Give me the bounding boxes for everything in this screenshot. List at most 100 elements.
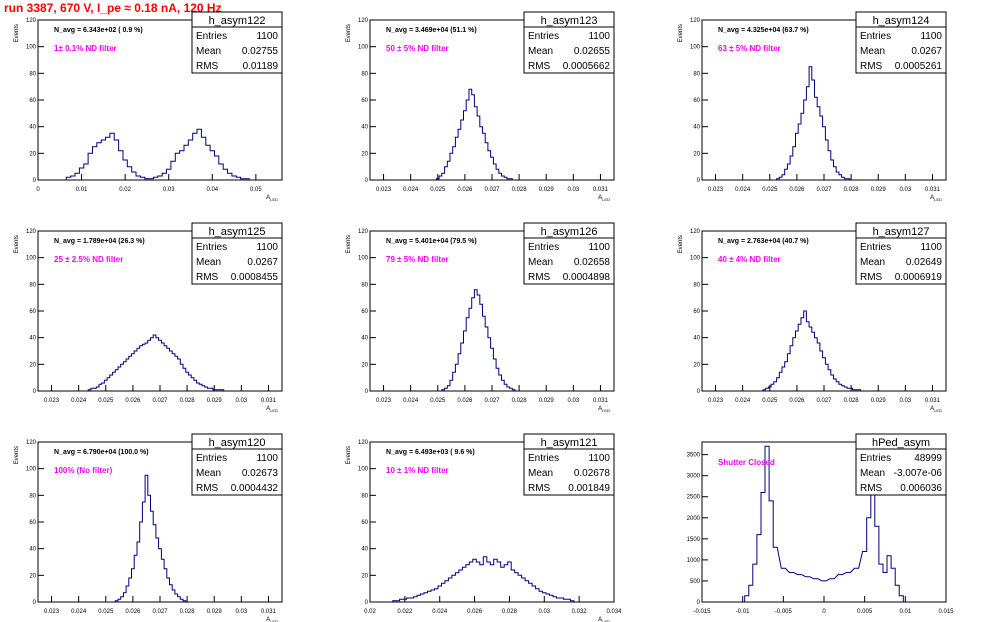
histogram-bin — [806, 577, 810, 602]
histogram-bin — [129, 356, 132, 391]
x-tick-label: 0 — [822, 609, 826, 615]
histogram-bin — [804, 311, 807, 391]
histogram-bin — [472, 298, 475, 391]
histogram-bin — [753, 564, 757, 602]
canvas-title: run 3387, 670 V, I_pe ≈ 0.18 nA, 120 Hz — [4, 1, 222, 15]
x-tick-label: 0.027 — [816, 187, 832, 193]
histogram-bin — [814, 579, 818, 602]
histogram-bin — [480, 565, 483, 602]
y-axis-label: Events — [346, 446, 352, 464]
stats-box — [855, 433, 947, 496]
x-tick-label: 0.015 — [938, 609, 954, 615]
histogram-bin — [773, 547, 777, 602]
y-tick-label: 80 — [361, 493, 368, 499]
y-tick-label: 0 — [697, 600, 701, 606]
stat-value: 0.02658 — [574, 257, 611, 268]
y-tick-label: 80 — [693, 71, 700, 77]
histogram-bin — [550, 595, 553, 602]
histogram-bin — [123, 362, 126, 391]
x-tick-label: 0.025 — [98, 398, 114, 404]
histogram-outline — [87, 334, 225, 391]
x-tick-label: 0.029 — [539, 398, 555, 404]
histogram-bin — [483, 557, 486, 602]
filter-label: 79 ± 5% ND filter — [386, 255, 449, 264]
x-tick-label: 0.028 — [180, 609, 196, 615]
histogram-name: h_asym125 — [209, 226, 266, 238]
x-tick-label: 0.028 — [844, 398, 860, 404]
x-tick-label: 0.03 — [899, 187, 911, 193]
y-axis-label: Events — [346, 235, 352, 253]
histogram-bin — [525, 581, 528, 602]
y-tick-label: 100 — [358, 256, 369, 262]
histogram-bin — [201, 137, 205, 180]
histogram-bin — [188, 140, 192, 180]
stat-value: 0.0008455 — [231, 272, 279, 283]
x-tick-label: 0.031 — [261, 398, 277, 404]
histogram-bin — [863, 551, 867, 602]
histogram-bin — [798, 575, 802, 602]
histogram-bin — [891, 568, 895, 602]
y-tick-label: 500 — [690, 579, 701, 585]
histogram-bin — [798, 324, 801, 391]
x-tick-label: 0.026 — [789, 398, 805, 404]
y-axis-label: Events — [678, 24, 684, 42]
x-tick-label: 0.027 — [152, 398, 168, 404]
stat-label: Entries — [528, 31, 559, 42]
y-tick-label: 0 — [365, 178, 369, 184]
histogram-name: h_asym127 — [873, 226, 930, 238]
y-tick-label: 0 — [33, 389, 37, 395]
y-tick-label: 120 — [358, 440, 369, 446]
x-tick-label: 0.023 — [708, 187, 724, 193]
histogram-bin — [796, 331, 799, 391]
histogram-bin — [459, 570, 462, 602]
stat-label: Entries — [528, 242, 559, 253]
stat-value: 0.02755 — [242, 46, 279, 57]
x-tick-label: 0.029 — [871, 398, 887, 404]
y-tick-label: 120 — [690, 229, 701, 235]
x-tick-label: 0.027 — [152, 609, 168, 615]
y-tick-label: 40 — [361, 125, 368, 131]
x-tick-label: 0.024 — [71, 398, 87, 404]
x-axis-label: ALED — [266, 195, 278, 202]
histogram-bin — [219, 164, 223, 180]
histogram-bin — [474, 107, 477, 180]
x-tick-label: 0.022 — [397, 609, 413, 615]
histogram-bin — [206, 145, 210, 180]
x-tick-label: 0.023 — [708, 398, 724, 404]
y-axis-label: Events — [14, 235, 20, 253]
histogram-bin — [197, 129, 201, 180]
x-axis-label: ALED — [266, 617, 278, 622]
histogram-bin — [757, 535, 761, 602]
x-tick-label: 0.026 — [125, 398, 141, 404]
y-tick-label: 60 — [693, 309, 700, 315]
x-tick-label: 0.027 — [484, 398, 500, 404]
x-tick-label: 0.024 — [735, 398, 751, 404]
y-tick-label: 40 — [29, 547, 36, 553]
histogram-bin — [140, 346, 143, 391]
navg-label: N_avg = 6.493e+03 ( 9.6 %) — [386, 449, 475, 456]
histogram-bin — [553, 597, 556, 602]
y-tick-label: 100 — [690, 45, 701, 51]
stats-box — [191, 11, 283, 74]
histogram-panel-hPed_asym: -0.015 -0.01 -0.005 0 0.005 0.01 0.015 0 500 1000… — [687, 433, 954, 615]
histogram-bin — [466, 565, 469, 602]
stats-box — [855, 222, 947, 285]
histogram-bin — [153, 335, 156, 391]
y-tick-label: 60 — [361, 520, 368, 526]
histogram-bin — [883, 573, 887, 602]
stat-label: RMS — [528, 272, 551, 283]
histogram-bin — [455, 573, 458, 602]
histogram-bin — [867, 518, 871, 602]
histogram-bin — [101, 140, 105, 180]
stat-label: Entries — [196, 453, 227, 464]
y-tick-label: 120 — [26, 440, 37, 446]
y-tick-label: 1000 — [687, 558, 701, 564]
y-axis-label: Events — [14, 446, 20, 464]
y-tick-label: 20 — [361, 362, 368, 368]
y-tick-label: 100 — [26, 467, 37, 473]
y-tick-label: 20 — [29, 573, 36, 579]
stat-label: RMS — [860, 61, 883, 72]
stat-label: Entries — [196, 31, 227, 42]
y-axis-label: Events — [678, 235, 684, 253]
y-tick-label: 100 — [26, 45, 37, 51]
